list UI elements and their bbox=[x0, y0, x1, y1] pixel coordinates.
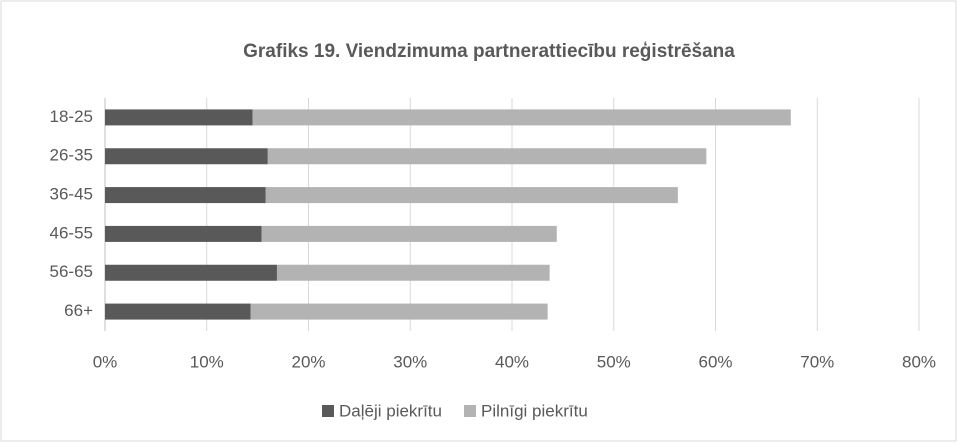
y-tick-label: 66+ bbox=[64, 301, 93, 320]
bar-segment bbox=[105, 148, 268, 165]
x-tick-label: 10% bbox=[190, 352, 224, 371]
bar-segment bbox=[105, 109, 253, 126]
bar-segment bbox=[105, 303, 251, 320]
y-tick-label: 26-35 bbox=[50, 146, 93, 165]
x-tick-label: 30% bbox=[393, 352, 427, 371]
x-tick-label: 50% bbox=[597, 352, 631, 371]
bar-segment bbox=[276, 264, 550, 281]
legend-swatch bbox=[464, 405, 476, 417]
y-tick-label: 36-45 bbox=[50, 185, 93, 204]
x-tick-label: 20% bbox=[291, 352, 325, 371]
y-tick-label: 46-55 bbox=[50, 223, 93, 242]
bar-segment bbox=[105, 187, 266, 204]
bar-segment bbox=[252, 109, 791, 126]
legend-swatch bbox=[322, 405, 334, 417]
x-tick-label: 60% bbox=[698, 352, 732, 371]
y-tick-label: 18-25 bbox=[50, 107, 93, 126]
bar-segment bbox=[105, 225, 262, 242]
bar-segment bbox=[267, 148, 707, 165]
x-tick-label: 80% bbox=[902, 352, 936, 371]
legend-label: Daļēji piekrītu bbox=[339, 401, 442, 420]
x-tick-label: 70% bbox=[800, 352, 834, 371]
bar-segment bbox=[265, 187, 678, 204]
bar-segment bbox=[261, 225, 557, 242]
y-tick-label: 56-65 bbox=[50, 262, 93, 281]
x-tick-label: 0% bbox=[93, 352, 118, 371]
bar-segment bbox=[105, 264, 277, 281]
bar-segment bbox=[250, 303, 548, 320]
legend-label: Pilnīgi piekrītu bbox=[481, 401, 588, 420]
chart-title: Grafiks 19. Viendzimuma partnerattiecību… bbox=[243, 41, 735, 62]
x-tick-label: 40% bbox=[495, 352, 529, 371]
